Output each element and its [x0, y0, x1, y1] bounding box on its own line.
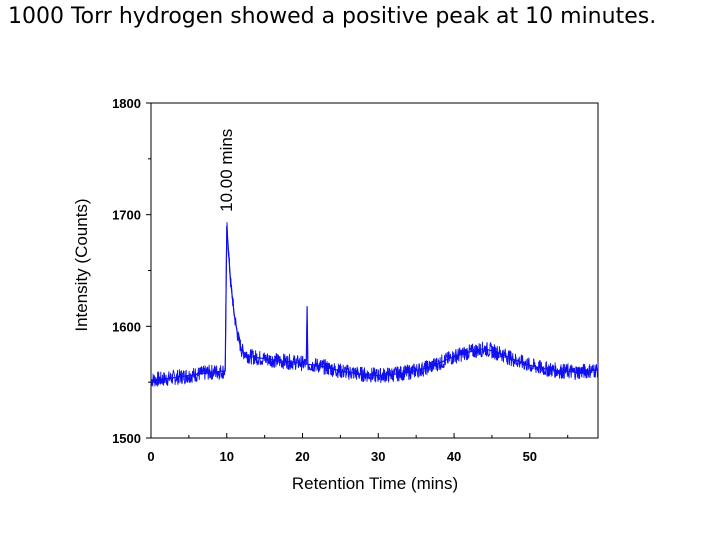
y-tick-label: 1600	[112, 319, 141, 334]
x-tick-label: 40	[447, 449, 461, 464]
slide-title: 1000 Torr hydrogen showed a positive pea…	[8, 4, 657, 29]
signal-series-line	[150, 222, 599, 387]
x-tick-label: 0	[147, 449, 154, 464]
x-tick-label: 10	[220, 449, 234, 464]
y-tick-label: 1800	[112, 96, 141, 111]
x-axis-title: Retention Time (mins)	[292, 474, 458, 493]
x-tick-label: 20	[295, 449, 309, 464]
x-tick-label: 30	[371, 449, 385, 464]
y-tick-label: 1500	[112, 431, 141, 446]
y-tick-label: 1700	[112, 208, 141, 223]
plot-area: 0 10 20 30 40 50 1500 1600 1700 1800	[112, 96, 599, 464]
peak-annotation: 10.00 mins	[217, 129, 236, 212]
signal-series-trend	[150, 225, 599, 381]
y-axis-title: Intensity (Counts)	[72, 198, 91, 331]
x-tick-label: 50	[523, 449, 537, 464]
